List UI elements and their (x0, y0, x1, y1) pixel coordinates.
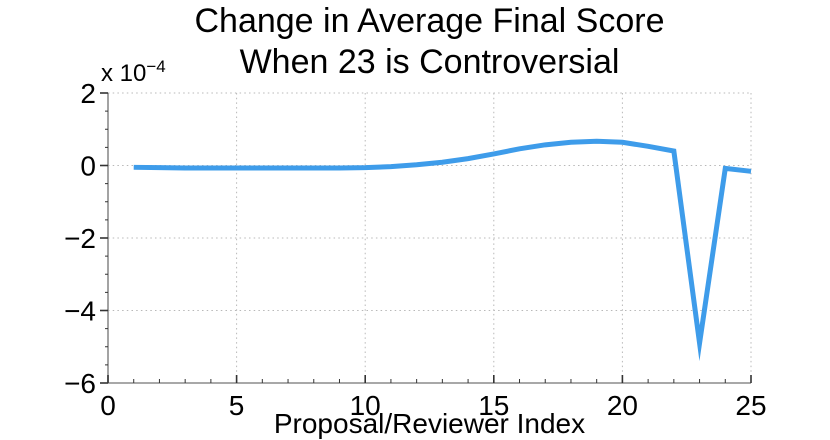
x-tick-label: 0 (100, 390, 116, 421)
x-tick-label: 20 (607, 390, 638, 421)
x-tick-label: 15 (478, 390, 509, 421)
y-tick-label: −6 (64, 368, 96, 399)
y-axis-exponent-text: −4 (146, 57, 166, 76)
x-tick-label: 5 (229, 390, 245, 421)
x-tick-label: 25 (735, 390, 766, 421)
y-tick-label: −2 (64, 223, 96, 254)
y-tick-label: 2 (80, 78, 96, 109)
chart-title: Change in Average Final Score When 23 is… (108, 1, 751, 83)
x-axis-label: Proposal/Reviewer Index (273, 408, 586, 439)
y-tick-label: −4 (64, 296, 96, 327)
y-tick-label: 0 (80, 151, 96, 182)
y-axis-exponent-label: x 10−4 (101, 57, 166, 88)
chart-title-line-2: When 23 is Controversial (239, 43, 620, 81)
x-tick-label: 10 (350, 390, 381, 421)
y-axis-multiplier-text: x 10 (101, 60, 147, 87)
chart-title-line-1: Change in Average Final Score (194, 2, 665, 40)
data-series-line (133, 138, 752, 362)
